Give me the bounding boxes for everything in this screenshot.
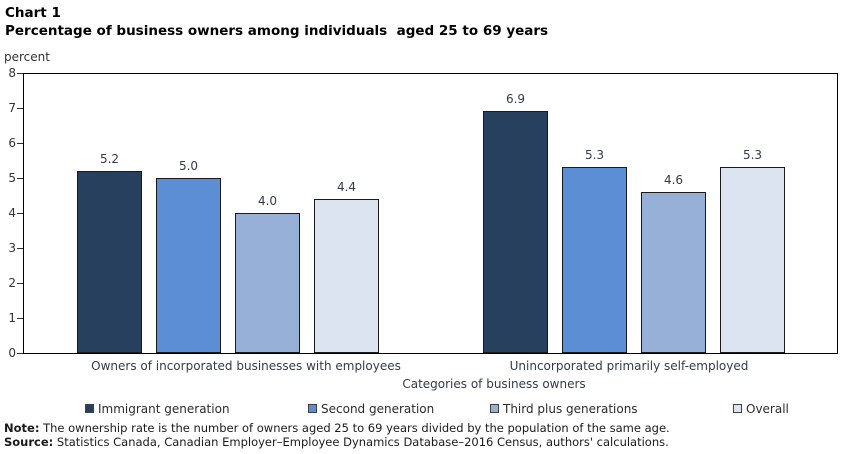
y-tick-label: 8: [8, 66, 16, 80]
bar-3-group-1: [235, 213, 300, 353]
bar-4-group-1: [314, 199, 379, 353]
y-tick-mark: [17, 318, 23, 319]
y-tick-mark: [17, 143, 23, 144]
legend-label: Overall: [746, 402, 789, 416]
bar-value-label: 4.4: [336, 180, 357, 194]
y-tick-mark: [17, 248, 23, 249]
y-tick-label: 1: [8, 311, 16, 325]
source-label: Source:: [4, 435, 54, 449]
chart-title: Percentage of business owners among indi…: [5, 23, 549, 39]
legend-label: Third plus generations: [503, 402, 638, 416]
source-line: Source: Statistics Canada, Canadian Empl…: [4, 435, 669, 449]
bar-1-group-2: [483, 111, 548, 353]
bar-value-label: 4.0: [257, 194, 278, 208]
category-label-1: Owners of incorporated businesses with e…: [91, 359, 401, 373]
y-tick-label: 7: [8, 101, 16, 115]
legend-label: Second generation: [321, 402, 435, 416]
bar-4-group-2: [720, 167, 785, 353]
bar-value-label: 5.3: [742, 148, 763, 162]
y-tick-label: 6: [8, 136, 16, 150]
note-label: Note:: [4, 421, 40, 435]
bar-value-label: 5.2: [99, 152, 120, 166]
y-tick-mark: [17, 283, 23, 284]
bar-value-label: 4.6: [663, 173, 684, 187]
y-tick-label: 4: [8, 206, 16, 220]
y-tick-label: 5: [8, 171, 16, 185]
bar-2-group-2: [562, 167, 627, 353]
bar-2-group-1: [156, 178, 221, 353]
y-tick-label: 3: [8, 241, 16, 255]
y-tick-label: 0: [8, 346, 16, 360]
y-tick-mark: [17, 353, 23, 354]
bar-value-label: 5.3: [584, 148, 605, 162]
y-tick-mark: [17, 213, 23, 214]
chart-number: Chart 1: [5, 5, 61, 21]
y-tick-mark: [17, 178, 23, 179]
legend-label: Immigrant generation: [98, 402, 230, 416]
y-tick-mark: [17, 108, 23, 109]
category-label-2: Unincorporated primarily self-employed: [509, 359, 749, 373]
legend-swatch-icon: [308, 404, 317, 413]
source-text: Statistics Canada, Canadian Employer–Emp…: [56, 435, 669, 449]
y-tick-label: 2: [8, 276, 16, 290]
y-axis-unit-label: percent: [4, 50, 50, 64]
bar-value-label: 6.9: [505, 92, 526, 106]
legend-swatch-icon: [733, 404, 742, 413]
bar-3-group-2: [641, 192, 706, 353]
note-text: The ownership rate is the number of owne…: [43, 421, 670, 435]
y-tick-mark: [17, 73, 23, 74]
plot-area: [23, 73, 838, 354]
x-axis-title: Categories of business owners: [402, 377, 586, 391]
bar-value-label: 5.0: [178, 159, 199, 173]
bar-1-group-1: [77, 171, 142, 353]
note-line: Note: The ownership rate is the number o…: [4, 421, 670, 435]
legend-swatch-icon: [85, 404, 94, 413]
legend-swatch-icon: [490, 404, 499, 413]
